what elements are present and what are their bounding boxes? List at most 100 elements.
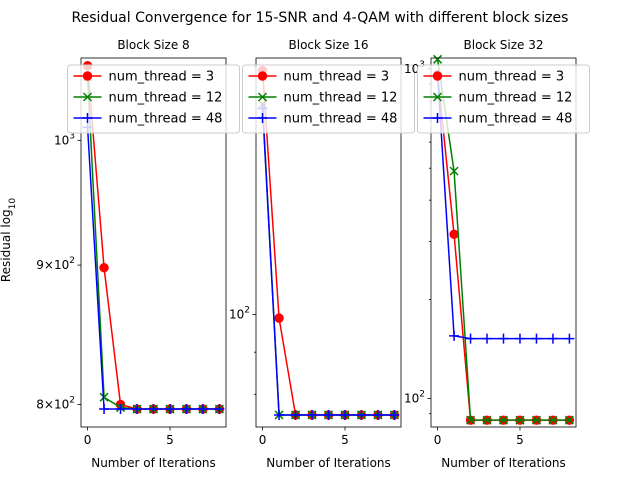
data-point [181, 404, 192, 415]
x-tick-label: 0 [84, 433, 92, 447]
legend: num_thread = 3 num_thread = 12 num_thread … [417, 64, 590, 134]
data-point [482, 333, 493, 344]
x-tick-label: 5 [516, 433, 524, 447]
data-point [564, 333, 575, 344]
y-tick-exponent: 3 [69, 131, 75, 141]
legend-label: num_thread = 12 [284, 91, 398, 106]
data-point [132, 404, 143, 415]
legend-label: num_thread = 12 [459, 91, 573, 106]
data-point [531, 415, 541, 425]
data-point [498, 415, 509, 425]
legend-marker [257, 71, 268, 81]
data-point [148, 404, 159, 415]
x-axis-label: Number of Iterations [266, 456, 391, 470]
panel-title: Block Size 32 [464, 38, 544, 52]
series-line-2 [261, 104, 395, 416]
legend-box [67, 64, 240, 134]
y-axis-label-main: Residual log [0, 209, 13, 282]
data-point [290, 409, 301, 420]
legend: num_thread = 3 num_thread = 12 num_thread … [67, 64, 240, 134]
y-tick-label: 102 [229, 306, 250, 322]
x-axis-label: Number of Iterations [91, 456, 216, 470]
data-point [564, 415, 574, 425]
y-tick-base: 10 [229, 308, 244, 322]
y-tick-base: 10 [54, 133, 69, 147]
data-point [449, 166, 459, 176]
panel-title: Block Size 16 [289, 38, 369, 52]
data-point [164, 404, 175, 415]
legend-box [417, 64, 590, 134]
data-point [356, 409, 367, 420]
legend-marker [432, 92, 443, 102]
x-tick-label: 0 [434, 433, 442, 447]
y-tick-exponent: 2 [419, 390, 425, 400]
legend-marker [432, 71, 443, 81]
legend-label: num_thread = 3 [109, 70, 215, 85]
data-point [214, 404, 225, 415]
y-tick-mantissa: 8× [36, 398, 54, 412]
legend-label: num_thread = 48 [459, 112, 573, 127]
data-point [99, 404, 110, 415]
legend-box [242, 64, 415, 134]
data-point [274, 409, 285, 420]
data-point [389, 409, 400, 420]
y-tick-label: 8×102 [36, 396, 75, 412]
legend: num_thread = 3 num_thread = 12 num_thread … [242, 64, 415, 134]
legend-marker [82, 113, 93, 123]
data-point [307, 409, 318, 420]
legend-label: num_thread = 3 [284, 70, 390, 85]
legend-marker [432, 113, 443, 123]
legend-marker [82, 92, 93, 102]
data-point [449, 229, 459, 240]
y-tick-base: 10 [404, 392, 419, 406]
x-tick-label: 5 [166, 433, 174, 447]
data-point [115, 404, 126, 415]
data-point [514, 333, 525, 344]
y-tick-base: 10 [54, 398, 69, 412]
plot-frame [80, 57, 227, 428]
y-tick-base: 10 [404, 62, 419, 76]
y-axis-label-subscript: 10 [8, 198, 18, 210]
x-axis-label: Number of Iterations [441, 456, 566, 470]
figure-title: Residual Convergence for 15-SNR and 4-QA… [72, 10, 569, 26]
data-point [323, 409, 334, 420]
y-tick-label: 102 [404, 390, 425, 406]
legend-label: num_thread = 12 [109, 91, 223, 106]
data-point [449, 330, 460, 341]
series-line-3 [261, 108, 395, 416]
data-point [465, 333, 476, 344]
panel-title: Block Size 8 [117, 38, 189, 52]
data-point [372, 409, 383, 420]
data-point [547, 333, 558, 344]
x-tick-label: 0 [259, 433, 267, 447]
data-point [339, 409, 350, 420]
x-tick-label: 5 [341, 433, 349, 447]
plot-frame [255, 57, 402, 428]
data-point [531, 333, 542, 344]
legend-label: num_thread = 48 [284, 112, 398, 127]
y-tick-exponent: 2 [69, 396, 75, 406]
chart-panel-2: 102 0 5 Block Size 16 Number of Iterations nu… [229, 38, 415, 470]
data-point [515, 415, 525, 425]
y-axis-label: Residual log10 [0, 198, 18, 283]
data-point [274, 313, 284, 323]
y-tick-label: 103 [54, 131, 75, 147]
y-tick-exponent: 2 [69, 256, 75, 266]
y-tick-label: 9×102 [36, 256, 75, 272]
data-point [197, 404, 208, 415]
data-point [548, 415, 558, 425]
y-tick-exponent: 2 [244, 306, 250, 316]
y-tick-mantissa: 9× [36, 258, 54, 272]
data-point [482, 415, 492, 425]
data-point [99, 263, 109, 273]
data-point [433, 54, 443, 64]
data-point [498, 333, 509, 344]
legend-marker [82, 71, 93, 81]
legend-label: num_thread = 3 [459, 70, 565, 85]
data-point [466, 415, 476, 425]
y-tick-base: 10 [54, 258, 69, 272]
legend-marker [257, 92, 268, 102]
